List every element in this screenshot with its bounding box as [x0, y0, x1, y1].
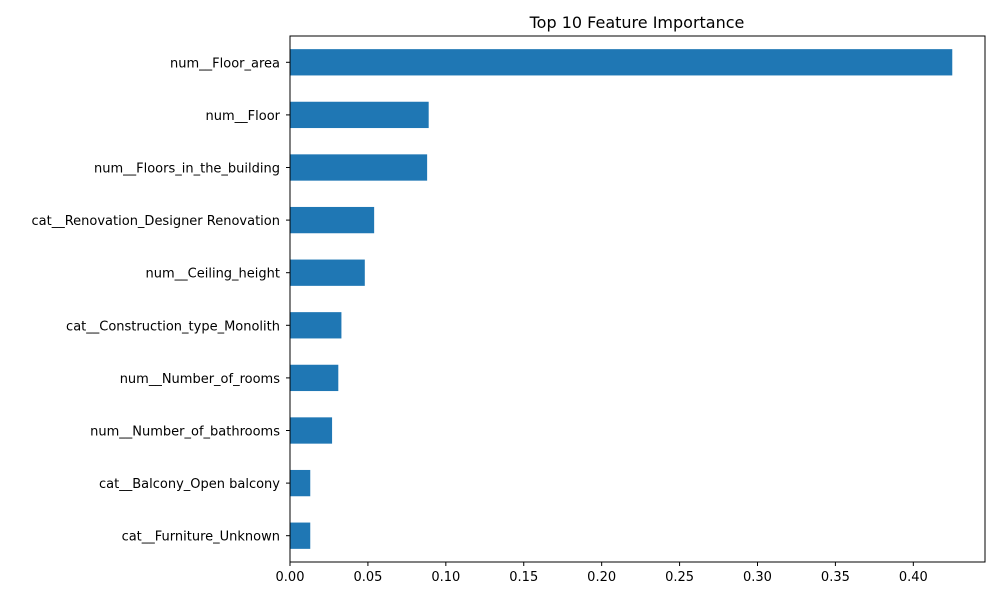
bar-0	[290, 49, 953, 76]
plot-frame	[289, 35, 986, 563]
y-axis-ticks: num__Floor_area num__Floor num__Floors_in_…	[32, 56, 290, 545]
x-tick-label-0: 0.00	[276, 570, 305, 585]
x-tick-label-1: 0.05	[353, 570, 382, 585]
x-axis-ticks: 0.00 0.05 0.10 0.15 0.20 0.25 0.30 0.35 0.40	[276, 562, 928, 585]
x-tick-label-5: 0.25	[665, 570, 694, 585]
bar-6	[290, 364, 339, 392]
x-tick-label-3: 0.15	[509, 570, 538, 585]
axes-frame	[289, 35, 986, 563]
bar-4	[290, 259, 365, 286]
y-tick-label-5: cat__Construction_type_Monolith	[66, 319, 280, 334]
x-tick-label-7: 0.35	[821, 570, 850, 585]
bar-2	[290, 154, 428, 181]
chart-title: Top 10 Feature Importance	[529, 13, 745, 32]
y-tick-label-2: num__Floors_in_the_building	[94, 162, 280, 177]
bar-9	[290, 522, 311, 549]
x-tick-label-6: 0.30	[743, 570, 772, 585]
y-tick-label-0: num__Floor_area	[170, 56, 280, 71]
bar-5	[290, 312, 342, 339]
y-tick-label-1: num__Floor	[206, 109, 281, 124]
bar-1	[290, 101, 429, 129]
y-tick-label-3: cat__Renovation_Designer Renovation	[32, 214, 280, 229]
y-tick-label-7: num__Number_of_bathrooms	[90, 425, 280, 440]
bar-7	[290, 417, 333, 444]
x-tick-label-2: 0.10	[431, 570, 460, 585]
bars-layer	[290, 49, 953, 549]
x-tick-label-4: 0.20	[587, 570, 616, 585]
bar-3	[290, 206, 375, 234]
y-tick-label-9: cat__Furniture_Unknown	[122, 530, 280, 545]
bar-8	[290, 469, 311, 497]
y-tick-label-6: num__Number_of_rooms	[120, 372, 281, 387]
y-tick-label-8: cat__Balcony_Open balcony	[99, 477, 280, 492]
y-tick-label-4: num__Ceiling_height	[146, 267, 280, 282]
x-tick-label-8: 0.40	[899, 570, 928, 585]
